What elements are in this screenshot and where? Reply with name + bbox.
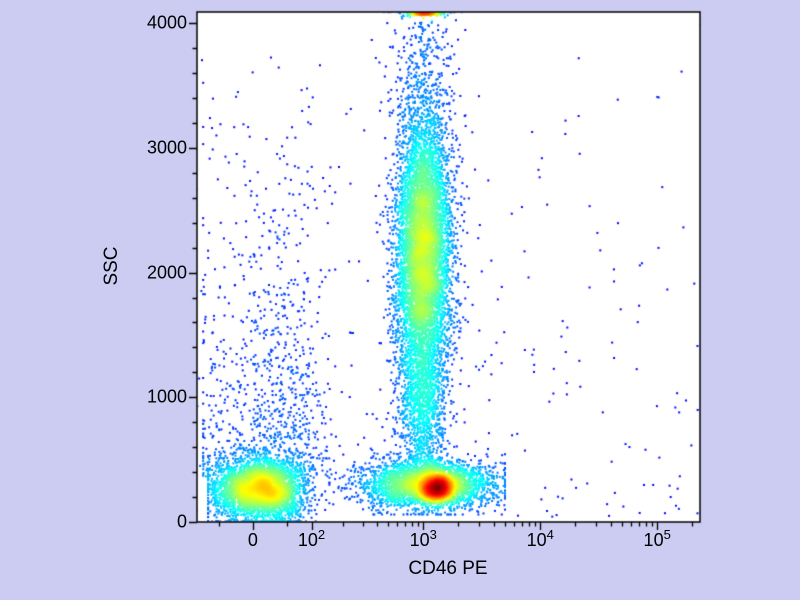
x-tick-label: 0 (247, 530, 258, 550)
y-tick-label: 0 (176, 511, 187, 532)
y-tick-label: 1000 (146, 386, 187, 407)
y-tick-label: 3000 (146, 137, 187, 158)
x-tick-label: 105 (643, 527, 671, 550)
x-axis-title: CD46 PE (408, 558, 488, 579)
x-tick-label: 104 (526, 527, 554, 550)
y-tick-label: 2000 (146, 262, 187, 283)
x-tick-label: 102 (297, 527, 326, 550)
y-tick-label: 4000 (146, 12, 187, 33)
x-tick-label: 103 (409, 527, 437, 550)
y-axis-title: SSC (101, 246, 122, 286)
